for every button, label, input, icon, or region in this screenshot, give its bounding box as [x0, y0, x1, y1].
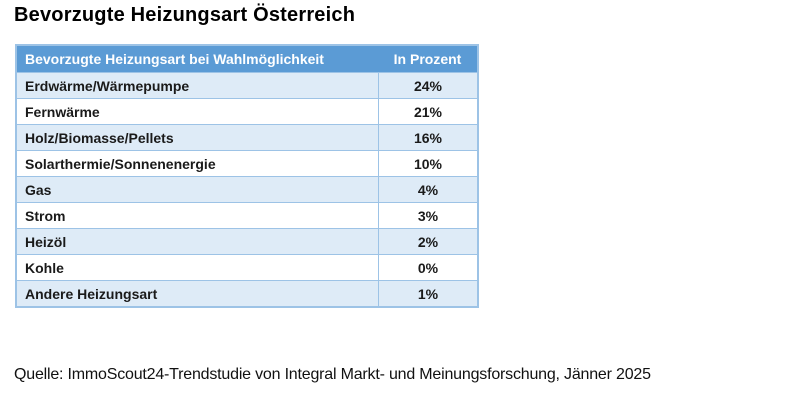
percent-cell: 2% — [378, 228, 477, 254]
page-title: Bevorzugte Heizungsart Österreich — [14, 4, 356, 26]
column-header-percent: In Prozent — [378, 46, 477, 72]
heating-type-cell: Holz/Biomasse/Pellets — [17, 124, 378, 150]
percent-cell: 1% — [378, 280, 477, 306]
source-note: Quelle: ImmoScout24-Trendstudie von Inte… — [14, 366, 651, 383]
percent-cell: 4% — [378, 176, 477, 202]
table-row: Fernwärme 21% — [17, 98, 477, 124]
table-row: Kohle 0% — [17, 254, 477, 280]
percent-cell: 10% — [378, 150, 477, 176]
table-row: Gas 4% — [17, 176, 477, 202]
table-row: Holz/Biomasse/Pellets 16% — [17, 124, 477, 150]
heating-type-cell: Strom — [17, 202, 378, 228]
heating-type-cell: Andere Heizungsart — [17, 280, 378, 306]
percent-cell: 16% — [378, 124, 477, 150]
heating-type-cell: Erdwärme/Wärmepumpe — [17, 72, 378, 98]
table-body: Erdwärme/Wärmepumpe 24% Fernwärme 21% Ho… — [17, 72, 477, 306]
table-row: Andere Heizungsart 1% — [17, 280, 477, 306]
percent-cell: 3% — [378, 202, 477, 228]
heating-type-cell: Gas — [17, 176, 378, 202]
percent-cell: 21% — [378, 98, 477, 124]
table-row: Solarthermie/Sonnenenergie 10% — [17, 150, 477, 176]
table-row: Erdwärme/Wärmepumpe 24% — [17, 72, 477, 98]
heating-type-cell: Kohle — [17, 254, 378, 280]
table-header-row: Bevorzugte Heizungsart bei Wahlmöglichke… — [17, 46, 477, 72]
heating-preference-table: Bevorzugte Heizungsart bei Wahlmöglichke… — [15, 44, 479, 308]
column-header-heating-type: Bevorzugte Heizungsart bei Wahlmöglichke… — [17, 46, 378, 72]
heating-type-cell: Fernwärme — [17, 98, 378, 124]
table-row: Strom 3% — [17, 202, 477, 228]
heating-type-cell: Heizöl — [17, 228, 378, 254]
heating-type-cell: Solarthermie/Sonnenenergie — [17, 150, 378, 176]
percent-cell: 24% — [378, 72, 477, 98]
table-row: Heizöl 2% — [17, 228, 477, 254]
percent-cell: 0% — [378, 254, 477, 280]
